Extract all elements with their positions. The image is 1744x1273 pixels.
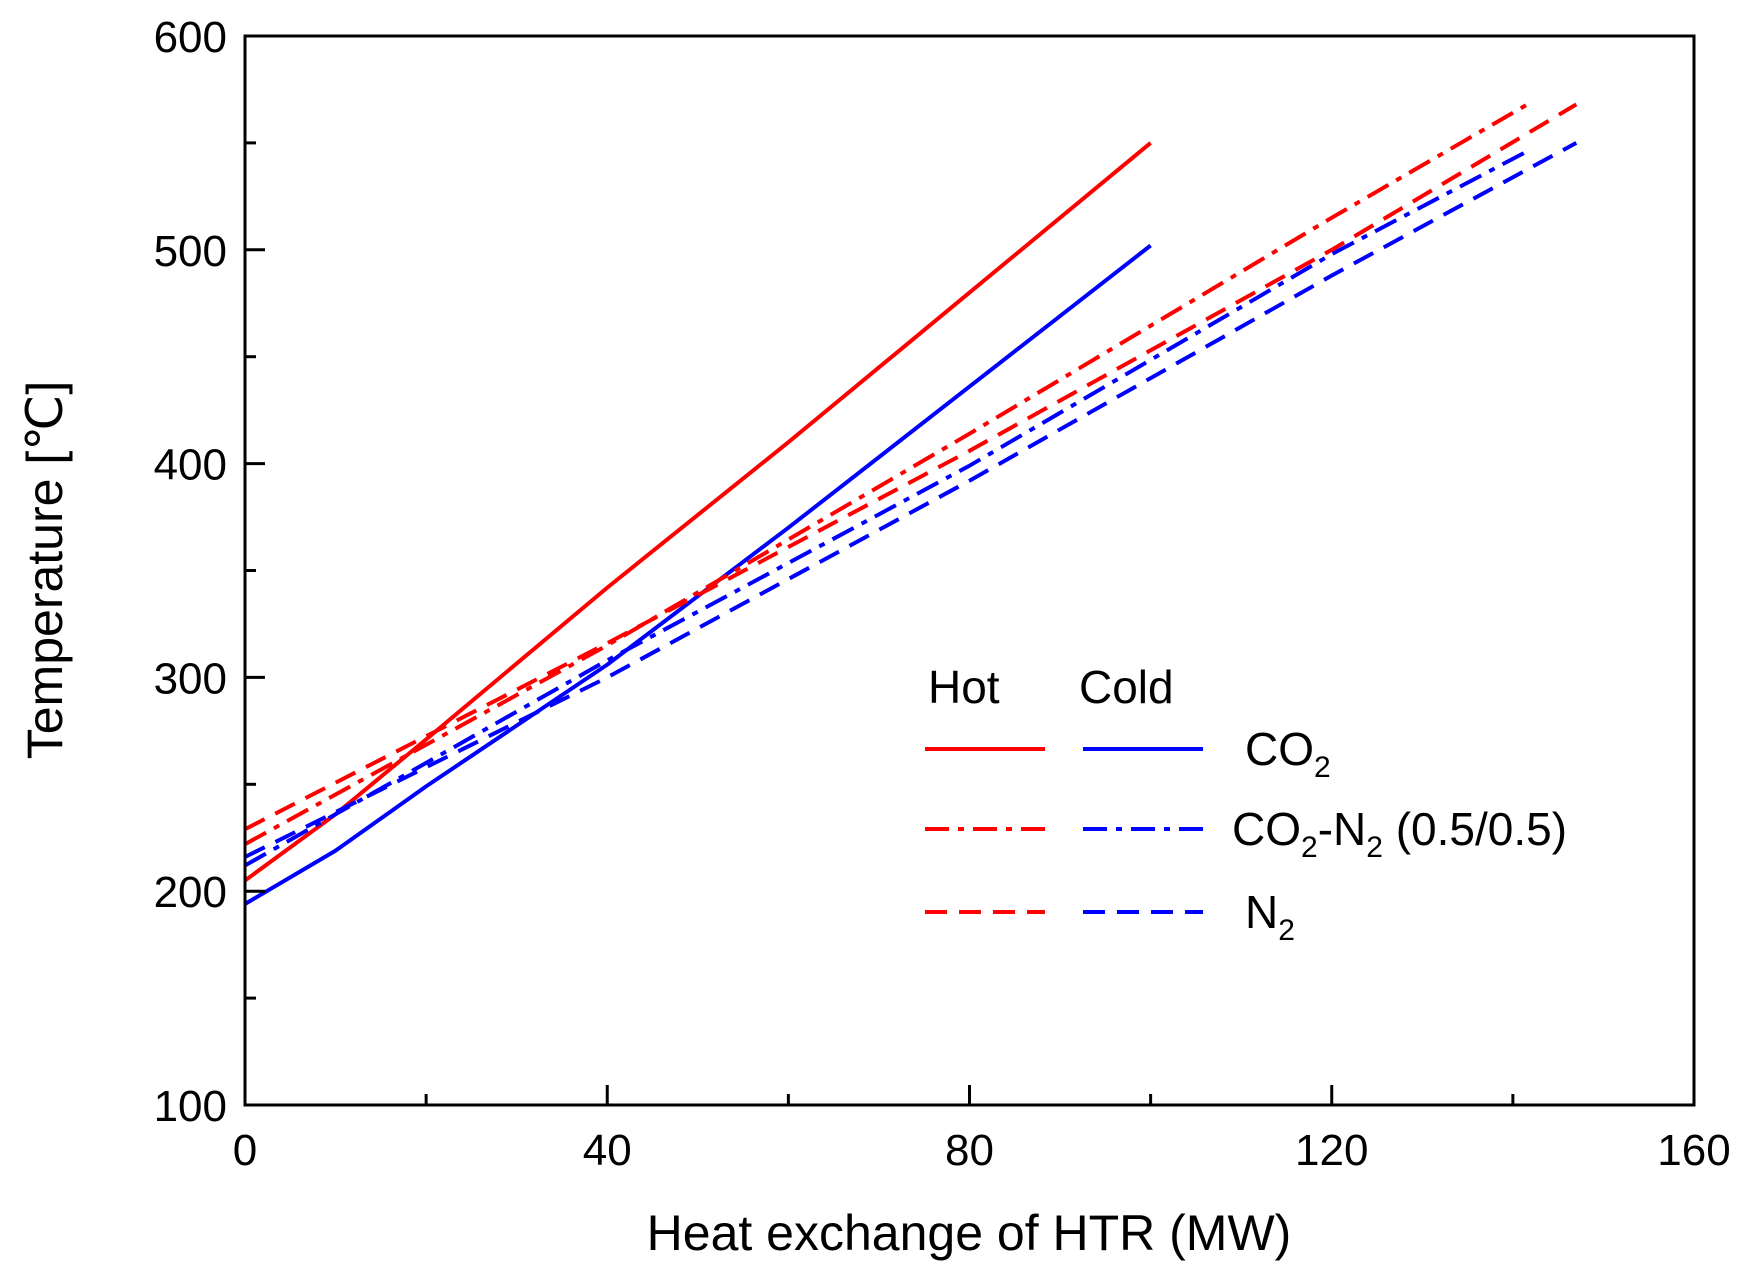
y-axis-title: Temperature [℃]	[17, 381, 73, 760]
plot-lines	[243, 100, 1578, 906]
series-line-n2-cold	[244, 141, 1578, 859]
series-line-n2-hot	[244, 102, 1578, 831]
legend-label: CO2-N2 (0.5/0.5)	[1232, 803, 1567, 864]
legend-header-cold: Cold	[1079, 661, 1174, 713]
y-tick-label: 300	[154, 654, 227, 703]
x-tick-label: 80	[945, 1126, 994, 1175]
axis-tick-labels: 0 40 80 120 160 100 200 300 400 500 600	[154, 13, 1731, 1175]
y-tick-label: 500	[154, 227, 227, 276]
legend-label: N2	[1245, 886, 1295, 947]
x-tick-label: 120	[1295, 1126, 1368, 1175]
series-line-co2-n2-0-5-0-5-hot	[244, 100, 1533, 846]
y-tick-label: 400	[154, 441, 227, 490]
x-tick-label: 40	[583, 1126, 632, 1175]
legend-row-co2-n2-0-5-0-5: CO2-N2 (0.5/0.5)	[925, 803, 1567, 864]
series-line-co2-cold	[243, 243, 1152, 906]
axis-ticks	[245, 141, 1515, 1105]
legend-header-hot: Hot	[928, 661, 1000, 713]
legend-row-n2: N2	[925, 886, 1295, 947]
y-tick-label: 200	[154, 868, 227, 917]
series-line-co2-n2-0-5-0-5-cold	[244, 147, 1532, 868]
x-tick-label: 0	[233, 1126, 257, 1175]
legend-label: CO2	[1245, 723, 1331, 784]
x-axis-title: Heat exchange of HTR (MW)	[647, 1205, 1292, 1261]
x-tick-label: 160	[1657, 1126, 1730, 1175]
y-tick-label: 600	[154, 13, 227, 62]
legend-row-co2: CO2	[925, 723, 1331, 784]
legend: Hot Cold CO2 CO2-N2 (0.5/0.5) N2	[925, 661, 1567, 947]
y-tick-label: 100	[154, 1082, 227, 1131]
